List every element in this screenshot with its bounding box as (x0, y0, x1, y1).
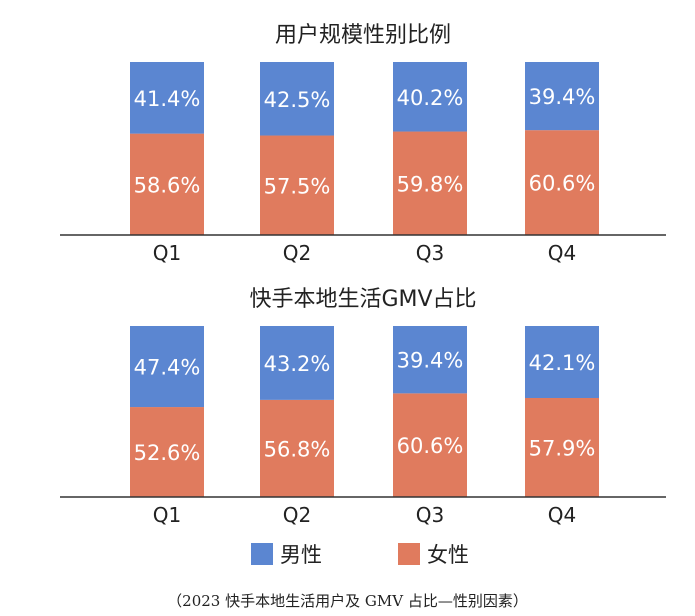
data-label-female-q3: 60.6% (397, 434, 464, 458)
data-label-male-q4: 39.4% (529, 85, 596, 109)
data-label-female-q1: 58.6% (134, 173, 201, 197)
data-label-male-q4: 42.1% (529, 351, 596, 375)
figure-caption: （2023 快手本地生活用户及 GMV 占比—性别因素） (167, 592, 528, 610)
user-gender-chart: 用户规模性别比例 58.6% 41.4% Q1 57.5% 42.5% Q2 59.8% 40.… (60, 23, 666, 265)
data-label-male-q2: 43.2% (264, 352, 331, 376)
gmv-gender-chart: 快手本地生活GMV占比 52.6% 47.4% Q1 56.8% 43.2% Q2 60.6%… (60, 287, 666, 527)
bar-male-q3 (393, 326, 467, 394)
x-tick-label-q2: Q2 (283, 241, 311, 265)
bar-female-q2 (260, 399, 334, 497)
bar-female-q4 (525, 397, 599, 497)
data-label-female-q3: 59.8% (397, 172, 464, 196)
bar-male-q3 (393, 62, 467, 132)
bar-male-q2 (260, 326, 334, 400)
bar-female-q3 (393, 131, 467, 235)
bar-female-q3 (393, 393, 467, 497)
bar-female-q1 (130, 133, 204, 235)
data-label-female-q1: 52.6% (134, 441, 201, 465)
bar-male-q4 (525, 326, 599, 398)
x-tick-label-q1: Q1 (153, 241, 181, 265)
legend-label-female: 女性 (427, 543, 469, 567)
data-label-male-q2: 42.5% (264, 88, 331, 112)
x-tick-label-q4: Q4 (548, 241, 576, 265)
bar-female-q1 (130, 407, 204, 497)
x-tick-label-q3: Q3 (416, 503, 444, 527)
x-tick-label-q2: Q2 (283, 503, 311, 527)
data-label-female-q2: 56.8% (264, 437, 331, 461)
x-tick-label-q1: Q1 (153, 503, 181, 527)
data-label-male-q1: 47.4% (134, 356, 201, 380)
x-tick-label-q3: Q3 (416, 241, 444, 265)
data-label-male-q3: 39.4% (397, 349, 464, 373)
bar-male-q4 (525, 62, 599, 131)
bar-male-q2 (260, 62, 334, 136)
data-label-female-q4: 60.6% (529, 172, 596, 196)
data-label-female-q2: 57.5% (264, 174, 331, 198)
data-label-female-q4: 57.9% (529, 436, 596, 460)
legend-swatch-female (398, 543, 420, 565)
legend-swatch-male (251, 543, 273, 565)
chart-title: 快手本地生活GMV占比 (249, 287, 476, 312)
bar-male-q1 (130, 326, 204, 408)
chart-legend: 男性 女性 (251, 543, 469, 567)
bar-female-q4 (525, 130, 599, 235)
legend-label-male: 男性 (280, 543, 322, 567)
data-label-male-q3: 40.2% (397, 86, 464, 110)
bar-female-q2 (260, 135, 334, 235)
x-tick-label-q4: Q4 (548, 503, 576, 527)
bar-male-q1 (130, 62, 204, 134)
data-label-male-q1: 41.4% (134, 87, 201, 111)
chart-title: 用户规模性别比例 (275, 23, 451, 48)
